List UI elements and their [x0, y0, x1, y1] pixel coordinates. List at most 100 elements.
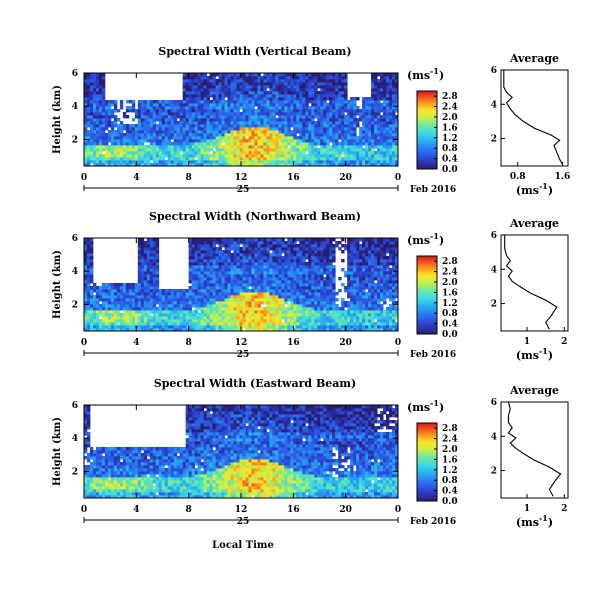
heatmap-cell [308, 256, 312, 260]
heatmap-cell [143, 289, 148, 293]
heatmap-cell [215, 304, 219, 308]
heatmap-cell [284, 79, 288, 83]
heatmap-cell [251, 265, 255, 269]
heatmap-cell [149, 139, 154, 143]
heatmap-cell [389, 85, 393, 89]
heatmap-cell [188, 301, 193, 305]
heatmap-cell [98, 148, 103, 152]
heatmap-cell [377, 100, 381, 104]
heatmap-cell [185, 109, 190, 113]
heatmap-cell [302, 301, 306, 305]
heatmap-cell [305, 286, 309, 290]
heatmap-cell [296, 277, 300, 281]
heatmap-cell [161, 139, 166, 143]
heatmap-cell [89, 151, 94, 155]
heatmap-cell [197, 76, 202, 80]
heatmap-cell [248, 160, 252, 164]
heatmap-cell [119, 298, 124, 302]
heatmap-cell [308, 328, 312, 332]
heatmap-cell [368, 133, 372, 137]
heatmap-cell [137, 328, 142, 332]
heatmap-cell [206, 85, 210, 89]
heatmap-cell [191, 130, 196, 134]
heatmap-cell [158, 154, 163, 158]
heatmap-cell [209, 259, 213, 263]
heatmap-cell [152, 136, 157, 140]
heatmap-cell [260, 298, 264, 302]
heatmap-cell [338, 97, 342, 101]
heatmap-cell [233, 94, 237, 98]
heatmap-cell [84, 148, 88, 152]
heatmap-cell [284, 313, 288, 317]
heatmap-cell [374, 97, 378, 101]
heatmap-cell [317, 94, 321, 98]
heatmap-cell [146, 151, 151, 155]
heatmap-cell [233, 73, 237, 77]
heatmap-cell [281, 262, 285, 266]
heatmap-cell [128, 316, 133, 320]
heatmap-cell [146, 265, 151, 269]
heatmap-cell [209, 256, 213, 260]
heatmap-cell [203, 301, 208, 305]
heatmap-cell [215, 133, 219, 137]
heatmap-cell [383, 160, 387, 164]
heatmap-cell [137, 130, 142, 134]
heatmap-cell [299, 280, 303, 284]
heatmap-cell [212, 262, 216, 266]
heatmap-cell [284, 121, 288, 125]
heatmap-cell [386, 109, 390, 113]
heatmap-cell [296, 328, 300, 332]
heatmap-cell [284, 289, 288, 293]
heatmap-cell [224, 79, 228, 83]
heatmap-cell [236, 136, 240, 140]
heatmap-cell [341, 103, 345, 107]
heatmap-cell [155, 274, 160, 278]
heatmap-cell [236, 307, 240, 311]
heatmap-cell [119, 130, 124, 134]
heatmap-cell [257, 130, 261, 134]
heatmap-cell [233, 247, 237, 251]
heatmap-cell [128, 136, 133, 140]
heatmap-cell [281, 85, 285, 89]
heatmap-cell [395, 94, 399, 98]
heatmap-cell [84, 328, 88, 332]
heatmap-cell [293, 145, 297, 149]
heatmap-cell [227, 139, 231, 143]
heatmap-cell [95, 106, 100, 110]
heatmap-cell [389, 148, 393, 152]
heatmap-cell [149, 325, 154, 329]
heatmap-cell [236, 118, 240, 122]
heatmap-cell [84, 124, 88, 128]
heatmap-cell [260, 115, 264, 119]
heatmap-cell [158, 106, 163, 110]
heatmap-cell [206, 277, 210, 281]
heatmap-cell [98, 106, 103, 110]
heatmap-cell [242, 289, 246, 293]
heatmap-cell [278, 325, 282, 329]
heatmap-cell [314, 160, 318, 164]
heatmap-cell [362, 100, 366, 104]
heatmap-cell [125, 319, 130, 323]
heatmap-cell [290, 265, 294, 269]
heatmap-cell [197, 268, 202, 272]
heatmap-cell [314, 253, 318, 257]
heatmap-cell [119, 127, 124, 131]
heatmap-cell [233, 109, 237, 113]
heatmap-cell [272, 250, 276, 254]
heatmap-cell [260, 274, 264, 278]
heatmap-cell [215, 157, 219, 161]
heatmap-cell [272, 142, 276, 146]
heatmap-cell [206, 298, 210, 302]
heatmap-cell [347, 124, 351, 128]
heatmap-cell [110, 154, 115, 158]
heatmap-cell [263, 310, 267, 314]
heatmap-cell [215, 280, 219, 284]
heatmap-cell [254, 277, 258, 281]
heatmap-cell [152, 298, 157, 302]
heatmap-cell [347, 133, 351, 137]
heatmap-cell [161, 307, 166, 311]
heatmap-cell [125, 133, 130, 137]
heatmap-cell [293, 247, 297, 251]
heatmap-cell [134, 307, 139, 311]
heatmap-cell [215, 103, 219, 107]
